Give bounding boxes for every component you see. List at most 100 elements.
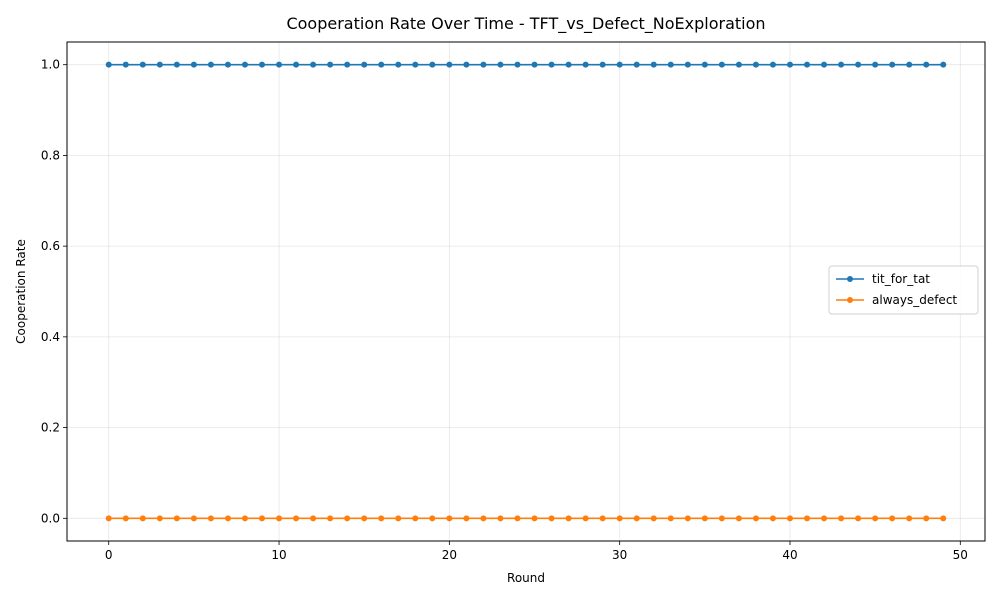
data-point-always_defect	[224, 515, 231, 522]
data-point-always_defect	[582, 515, 589, 522]
x-tick-label: 50	[953, 548, 968, 562]
data-point-tit_for_tat	[548, 61, 555, 68]
legend-label-tit_for_tat: tit_for_tat	[872, 272, 930, 286]
data-point-always_defect	[207, 515, 214, 522]
data-point-always_defect	[821, 515, 828, 522]
data-point-tit_for_tat	[821, 61, 828, 68]
data-point-tit_for_tat	[701, 61, 708, 68]
data-point-tit_for_tat	[786, 61, 793, 68]
data-point-always_defect	[548, 515, 555, 522]
data-point-tit_for_tat	[293, 61, 300, 68]
data-point-tit_for_tat	[650, 61, 657, 68]
data-point-always_defect	[446, 515, 453, 522]
data-point-always_defect	[259, 515, 266, 522]
y-axis-label: Cooperation Rate	[14, 239, 28, 344]
data-point-tit_for_tat	[752, 61, 759, 68]
legend-marker-always_defect	[847, 297, 853, 303]
data-point-tit_for_tat	[616, 61, 623, 68]
data-point-tit_for_tat	[684, 61, 691, 68]
data-point-tit_for_tat	[906, 61, 913, 68]
data-point-tit_for_tat	[122, 61, 129, 68]
data-point-tit_for_tat	[565, 61, 572, 68]
data-point-always_defect	[667, 515, 674, 522]
data-point-always_defect	[122, 515, 129, 522]
data-point-tit_for_tat	[173, 61, 180, 68]
data-point-always_defect	[156, 515, 163, 522]
data-point-tit_for_tat	[378, 61, 385, 68]
data-point-always_defect	[361, 515, 368, 522]
series-layer	[105, 61, 947, 522]
data-point-always_defect	[327, 515, 334, 522]
data-point-tit_for_tat	[480, 61, 487, 68]
data-point-always_defect	[105, 515, 112, 522]
data-point-tit_for_tat	[923, 61, 930, 68]
data-point-always_defect	[940, 515, 947, 522]
data-point-tit_for_tat	[361, 61, 368, 68]
data-point-tit_for_tat	[514, 61, 521, 68]
data-point-always_defect	[769, 515, 776, 522]
data-point-always_defect	[139, 515, 146, 522]
x-axis-label: Round	[507, 571, 545, 585]
data-point-always_defect	[293, 515, 300, 522]
data-point-always_defect	[718, 515, 725, 522]
data-point-tit_for_tat	[156, 61, 163, 68]
data-point-always_defect	[804, 515, 811, 522]
x-tick-label: 40	[782, 548, 797, 562]
data-point-always_defect	[923, 515, 930, 522]
data-point-always_defect	[855, 515, 862, 522]
data-point-always_defect	[838, 515, 845, 522]
data-point-tit_for_tat	[940, 61, 947, 68]
y-tick-label: 0.6	[41, 239, 60, 253]
legend: tit_for_tat always_defect	[828, 265, 979, 315]
data-point-tit_for_tat	[599, 61, 606, 68]
series-always_defect	[105, 515, 947, 522]
x-tick-label: 30	[612, 548, 627, 562]
data-point-tit_for_tat	[207, 61, 214, 68]
data-point-tit_for_tat	[855, 61, 862, 68]
data-point-tit_for_tat	[139, 61, 146, 68]
data-point-always_defect	[514, 515, 521, 522]
data-point-tit_for_tat	[327, 61, 334, 68]
data-point-always_defect	[906, 515, 913, 522]
data-point-tit_for_tat	[889, 61, 896, 68]
legend-marker-tit_for_tat	[847, 276, 853, 282]
x-tick-label: 0	[105, 548, 113, 562]
data-point-always_defect	[190, 515, 197, 522]
data-point-always_defect	[752, 515, 759, 522]
data-point-tit_for_tat	[241, 61, 248, 68]
data-point-tit_for_tat	[667, 61, 674, 68]
data-point-tit_for_tat	[310, 61, 317, 68]
data-point-always_defect	[310, 515, 317, 522]
data-point-always_defect	[395, 515, 402, 522]
data-point-always_defect	[344, 515, 351, 522]
legend-label-always_defect: always_defect	[872, 293, 957, 307]
data-point-always_defect	[497, 515, 504, 522]
y-tick-label: 0.4	[41, 330, 60, 344]
data-point-always_defect	[429, 515, 436, 522]
data-point-tit_for_tat	[633, 61, 640, 68]
data-point-tit_for_tat	[582, 61, 589, 68]
data-point-tit_for_tat	[259, 61, 266, 68]
data-point-tit_for_tat	[344, 61, 351, 68]
data-point-tit_for_tat	[718, 61, 725, 68]
data-point-tit_for_tat	[412, 61, 419, 68]
data-point-always_defect	[276, 515, 283, 522]
data-point-tit_for_tat	[804, 61, 811, 68]
y-tick-label: 0.2	[41, 421, 60, 435]
data-point-tit_for_tat	[429, 61, 436, 68]
data-point-always_defect	[872, 515, 879, 522]
y-tick-label: 0.8	[41, 148, 60, 162]
data-point-always_defect	[633, 515, 640, 522]
data-point-always_defect	[173, 515, 180, 522]
data-point-tit_for_tat	[531, 61, 538, 68]
axis-ticks: 0 10 20 30 40 50 0.0 0.2 0.4 0.6 0.8 1.0	[41, 58, 968, 562]
data-point-always_defect	[565, 515, 572, 522]
data-point-always_defect	[531, 515, 538, 522]
y-tick-label: 0.0	[41, 511, 60, 525]
data-point-tit_for_tat	[276, 61, 283, 68]
data-point-tit_for_tat	[190, 61, 197, 68]
data-point-always_defect	[378, 515, 385, 522]
data-point-tit_for_tat	[395, 61, 402, 68]
